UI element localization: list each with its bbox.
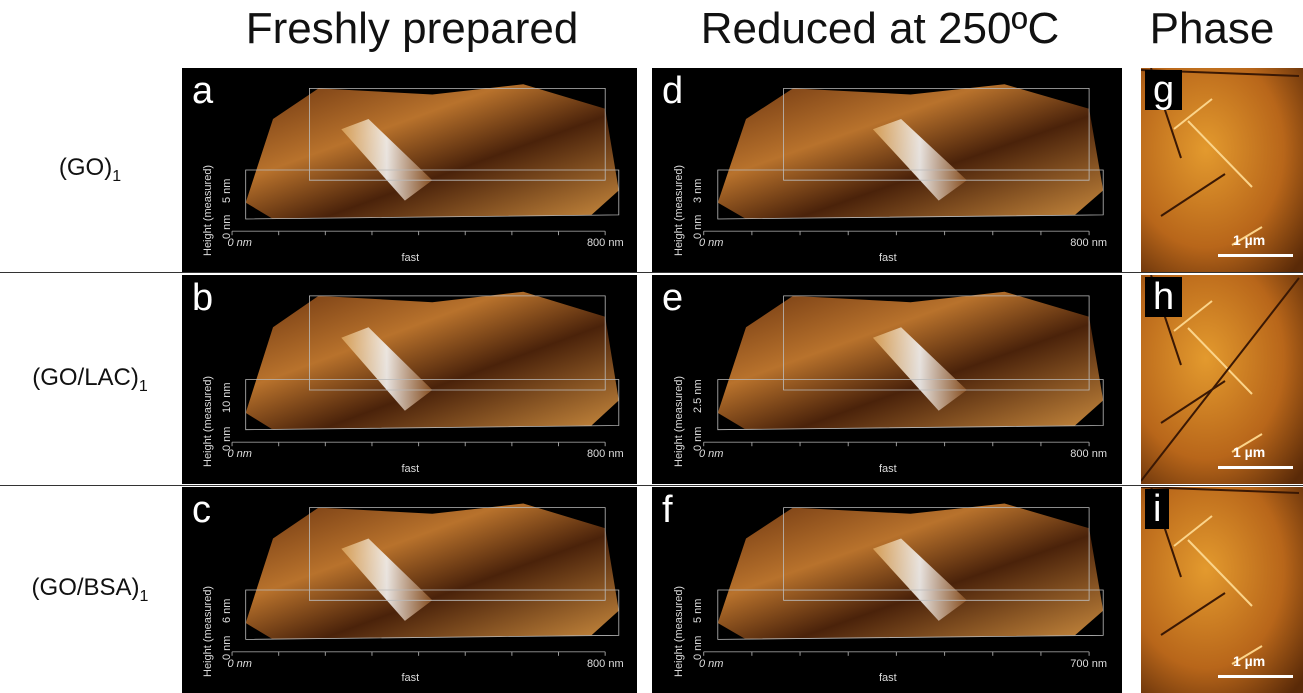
x-end-label: 700 nm [1070, 658, 1107, 670]
row-label-text: (GO/LAC) [32, 364, 139, 391]
x-end-label: 800 nm [587, 658, 624, 670]
panel-letter: h [1145, 277, 1182, 317]
z-tick-label: 3 nm [692, 178, 704, 202]
column-header: Freshly prepared [212, 4, 612, 54]
x-end-label: 800 nm [587, 448, 624, 460]
x-start-label: 0 nm [699, 448, 723, 460]
height-surface [246, 292, 619, 430]
x-start-label: 0 nm [699, 237, 723, 249]
height-axis-label: Height (measured) [673, 585, 685, 676]
panel-letter: a [192, 70, 213, 113]
scale-bar-label: 1 µm [1233, 444, 1265, 460]
x-start-label: 0 nm [228, 658, 252, 670]
x-end-label: 800 nm [587, 237, 624, 249]
panel-letter: c [192, 489, 211, 532]
panel-letter: i [1145, 489, 1169, 529]
height-axis-label: Height (measured) [202, 165, 214, 256]
z-tick-label: 0 nm [221, 636, 233, 660]
x-end-label: 800 nm [1070, 237, 1107, 249]
row-label-subscript: 1 [139, 377, 148, 394]
z-tick-label: 0 nm [221, 215, 233, 239]
panel-letter: f [662, 489, 673, 532]
column-header: Phase [1012, 4, 1303, 54]
z-tick-label: 10 nm [221, 382, 233, 413]
height-axis-label: Height (measured) [202, 585, 214, 676]
x-axis-label: fast [402, 672, 420, 684]
row-label-subscript: 1 [112, 168, 121, 185]
z-tick-label: 0 nm [221, 426, 233, 450]
x-axis-label: fast [879, 672, 897, 684]
row-label-text: (GO/BSA) [32, 574, 140, 601]
phase-image: 1 µm i [1141, 487, 1303, 693]
scale-bar [1218, 254, 1293, 257]
x-axis-label: fast [402, 463, 420, 475]
scale-bar [1218, 675, 1293, 678]
x-start-label: 0 nm [228, 448, 252, 460]
row-label-subscript: 1 [140, 588, 149, 605]
x-axis-label: fast [879, 463, 897, 475]
x-end-label: 800 nm [1070, 448, 1107, 460]
height-axis-label: Height (measured) [202, 376, 214, 467]
z-tick-label: 0 nm [692, 636, 704, 660]
x-axis-label: fast [879, 252, 897, 264]
z-tick-label: 6 nm [221, 598, 233, 622]
phase-image: 1 µm g [1141, 68, 1303, 272]
scale-bar [1218, 466, 1293, 469]
height-axis-label: Height (measured) [673, 165, 685, 256]
z-tick-label: 0 nm [692, 426, 704, 450]
row-separator [0, 272, 1303, 273]
panel-letter: g [1145, 70, 1182, 110]
z-tick-label: 2.5 nm [692, 379, 704, 413]
x-axis-label: fast [402, 252, 420, 264]
panel-letter: e [662, 277, 683, 320]
z-tick-label: 0 nm [692, 215, 704, 239]
row-label: (GO/LAC)1 [0, 364, 180, 396]
figure: Freshly preparedReduced at 250ºCPhase(GO… [0, 0, 1303, 693]
z-tick-label: 5 nm [692, 598, 704, 622]
scale-bar-label: 1 µm [1233, 653, 1265, 669]
height-axis-label: Height (measured) [673, 376, 685, 467]
x-start-label: 0 nm [228, 237, 252, 249]
z-tick-label: 5 nm [221, 178, 233, 202]
height-surface [246, 504, 619, 640]
panel-letter: d [662, 70, 683, 113]
row-separator [0, 485, 1303, 486]
row-label: (GO/BSA)1 [0, 574, 180, 606]
panel-letter: b [192, 277, 213, 320]
scale-bar-label: 1 µm [1233, 232, 1265, 248]
row-label: (GO)1 [0, 154, 180, 186]
height-surface [246, 84, 619, 219]
row-label-text: (GO) [59, 154, 112, 181]
x-start-label: 0 nm [699, 658, 723, 670]
phase-image: 1 µm h [1141, 275, 1303, 484]
